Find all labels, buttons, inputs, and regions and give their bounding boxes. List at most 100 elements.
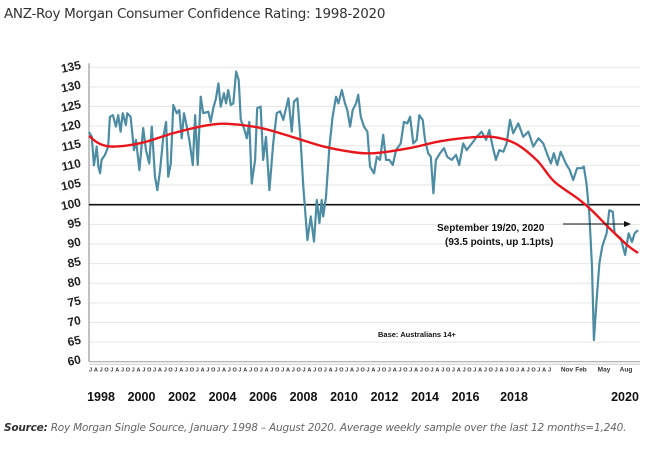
source-note: Source: Roy Morgan Single Source, Januar… <box>4 422 626 434</box>
month-tick-label: May <box>598 367 611 374</box>
year-label: 2006 <box>249 390 277 404</box>
month-tick-label: J <box>367 368 370 374</box>
month-tick-label: J <box>153 368 156 374</box>
month-tick-label: O <box>446 368 451 374</box>
y-tick-label: 100 <box>60 195 83 213</box>
month-tick-label: J <box>110 368 113 374</box>
month-tick-label: O <box>211 368 216 374</box>
month-tick-label: J <box>281 368 284 374</box>
month-tick-label: J <box>313 368 316 374</box>
month-tick-label: J <box>228 368 231 374</box>
y-tick-label: 80 <box>66 274 82 291</box>
y-tick-label: 115 <box>60 136 82 154</box>
month-tick-label: J <box>121 368 124 374</box>
month-tick-label: J <box>249 368 252 374</box>
month-tick-label: O <box>275 368 280 374</box>
y-tick-label: 105 <box>60 176 83 194</box>
month-tick-label: A <box>201 368 205 374</box>
month-tick-label: J <box>377 368 380 374</box>
month-tick-label: A <box>393 368 397 374</box>
month-tick-label: J <box>292 368 295 374</box>
month-tick-label: J <box>334 368 337 374</box>
month-tick-label: A <box>542 368 546 374</box>
month-tick-label: J <box>516 368 519 374</box>
month-tick-label: J <box>409 368 412 374</box>
month-tick-label: O <box>510 368 515 374</box>
month-tick-label: J <box>345 368 348 374</box>
month-tick-label: J <box>441 368 444 374</box>
month-tick-label: A <box>137 368 141 374</box>
year-label: 1998 <box>87 390 115 404</box>
year-label: 2004 <box>209 390 237 404</box>
month-tick-label: J <box>495 368 498 374</box>
year-label: 2020 <box>611 390 639 404</box>
source-label: Source: <box>4 422 48 434</box>
month-tick-label: J <box>324 368 327 374</box>
month-tick-label: Feb <box>575 367 587 374</box>
month-tick-label: J <box>505 368 508 374</box>
month-tick-label: J <box>356 368 359 374</box>
month-tick-label: A <box>115 368 119 374</box>
y-tick-label: 95 <box>66 215 82 232</box>
month-tick-label: Aug <box>620 367 633 374</box>
month-tick-label: A <box>350 368 354 374</box>
month-tick-label: O <box>531 368 536 374</box>
y-tick-label: 135 <box>60 58 83 76</box>
month-tick-label: J <box>399 368 402 374</box>
annotation-arrow <box>563 221 631 227</box>
y-tick-label: 70 <box>66 313 82 330</box>
y-tick-label: 90 <box>66 235 82 252</box>
month-tick-label: O <box>147 368 152 374</box>
month-tick-label: J <box>537 368 540 374</box>
chart-title: ANZ-Roy Morgan Consumer Confidence Ratin… <box>4 6 386 22</box>
month-tick-label: O <box>361 368 366 374</box>
y-tick-label: 120 <box>60 117 83 135</box>
month-tick-label: O <box>467 368 472 374</box>
y-tick-label: 125 <box>60 97 83 115</box>
month-tick-label: O <box>232 368 237 374</box>
month-tick-label: A <box>286 368 290 374</box>
y-tick-label: 110 <box>60 156 82 174</box>
year-label: 2002 <box>168 390 196 404</box>
year-label: 2008 <box>290 390 318 404</box>
month-tick-label: A <box>222 368 226 374</box>
month-tick-label: Nov <box>561 367 574 374</box>
month-tick-label: O <box>104 368 109 374</box>
month-tick-label: A <box>521 368 525 374</box>
month-tick-label: O <box>339 368 344 374</box>
month-tick-label: A <box>457 368 461 374</box>
month-tick-label: J <box>527 368 530 374</box>
month-tick-label: J <box>452 368 455 374</box>
month-tick-label: O <box>403 368 408 374</box>
month-tick-label: O <box>168 368 173 374</box>
y-tick-label: 85 <box>66 254 82 271</box>
month-tick-label: J <box>196 368 199 374</box>
annotation-line-2: (93.5 points, up 1.1pts) <box>445 237 553 248</box>
month-tick-label: J <box>302 368 305 374</box>
month-tick-label: A <box>243 368 247 374</box>
month-tick-label: J <box>484 368 487 374</box>
month-tick-label: A <box>371 368 375 374</box>
month-tick-label: A <box>478 368 482 374</box>
month-tick-label: A <box>329 368 333 374</box>
confidence-series-line <box>88 70 639 342</box>
month-tick-label: J <box>164 368 167 374</box>
month-tick-label: J <box>217 368 220 374</box>
month-tick-label: O <box>318 368 323 374</box>
year-label: 2012 <box>371 390 399 404</box>
month-tick-label: O <box>254 368 259 374</box>
month-tick-label: J <box>142 368 145 374</box>
year-label: 2014 <box>411 390 439 404</box>
month-tick-label: O <box>190 368 195 374</box>
month-tick-label: A <box>307 368 311 374</box>
trend-line <box>88 122 639 254</box>
month-tick-label: O <box>297 368 302 374</box>
month-tick-label: J <box>132 368 135 374</box>
year-label: 2018 <box>500 390 528 404</box>
month-tick-label: J <box>270 368 273 374</box>
month-tick-label: O <box>489 368 494 374</box>
month-tick-label: J <box>473 368 476 374</box>
month-tick-label: J <box>420 368 423 374</box>
